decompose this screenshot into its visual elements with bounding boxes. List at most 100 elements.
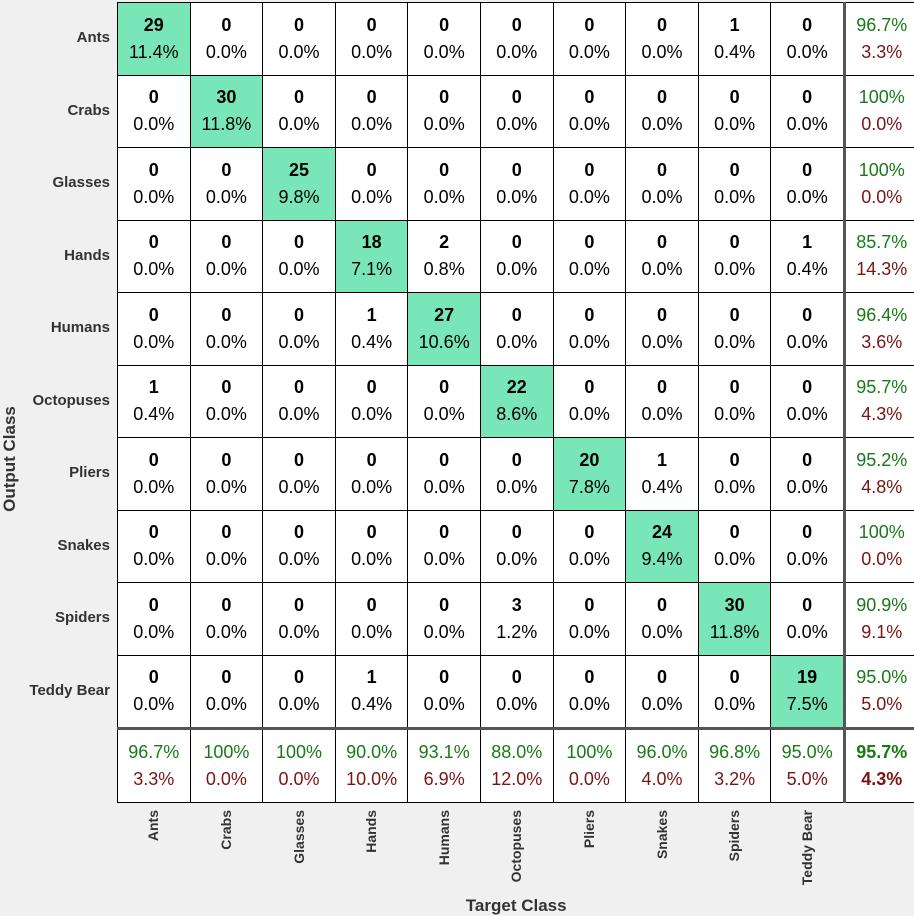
matrix-cell: 0 0.0% [552,147,627,221]
matrix-cell: 0 0.0% [552,509,627,583]
summary-separator-horizontal [117,727,914,730]
cell-percent: 9.4% [641,549,683,570]
matrix-cell: 0 0.0% [117,74,191,148]
cell-count: 0 [148,522,159,543]
cell-percent: 0.0% [278,549,320,570]
cell-percent: 0.0% [133,114,175,135]
cell-count: 0 [656,667,667,688]
matrix-cell: 0 0.0% [770,74,844,148]
cell-count: 0 [439,449,450,470]
cell-percent: 0.0% [133,476,175,497]
cell-percent: 0.0% [641,694,683,715]
cell-count: 0 [148,87,159,108]
cell-count: 0 [656,594,667,615]
matrix-cell: 0 0.0% [625,582,699,656]
col-summary-error: 0.0% [278,768,320,789]
col-summary-error: 3.2% [714,768,756,789]
column-label: Glasses [290,809,307,864]
cell-percent: 0.0% [278,41,320,62]
cell-percent: 0.0% [423,114,465,135]
row-summary-correct: 95.7% [856,377,908,398]
cell-count: 0 [729,159,740,180]
col-summary-error: 0.0% [205,768,247,789]
cell-percent: 10.6% [418,331,470,352]
cell-count: 0 [802,304,813,325]
row-summary-cell: 100% 0.0% [845,509,914,583]
overall-error: 4.3% [861,768,903,789]
column-label: Ants [145,809,162,841]
cell-count: 0 [366,594,377,615]
cell-count: 0 [584,232,595,253]
matrix-cell: 0 0.0% [407,147,481,221]
cell-percent: 0.0% [568,549,610,570]
column-label: Crabs [217,809,234,850]
cell-count: 0 [729,87,740,108]
matrix-cell: 0 0.0% [189,582,264,656]
matrix-cell: 25 9.8% [262,147,336,221]
row-summary-cell: 90.9% 9.1% [845,582,914,656]
cell-count: 0 [221,232,232,253]
cell-count: 0 [293,522,304,543]
matrix-cell: 0 0.0% [552,654,627,728]
cell-count: 3 [511,594,522,615]
cell-percent: 0.0% [496,186,538,207]
matrix-cell: 0 0.0% [189,147,264,221]
matrix-cell: 0 0.0% [625,2,699,76]
matrix-cell: 18 7.1% [334,219,409,293]
cell-count: 0 [293,594,304,615]
matrix-cell: 0 0.0% [407,437,481,511]
col-summary-correct: 93.1% [418,741,470,762]
matrix-cell: 0 0.0% [117,437,191,511]
cell-percent: 0.0% [714,259,756,280]
cell-percent: 0.0% [423,549,465,570]
cell-count: 0 [148,449,159,470]
matrix-cell: 0 0.0% [262,437,336,511]
matrix-cell: 0 0.0% [407,364,481,438]
cell-count: 0 [511,14,522,35]
cell-count: 0 [802,159,813,180]
matrix-cell: 0 0.0% [334,2,409,76]
cell-percent: 0.4% [714,41,756,62]
cell-count: 1 [729,14,740,35]
col-summary-correct: 88.0% [491,741,543,762]
matrix-cell: 0 0.0% [334,147,409,221]
overall-accuracy: 95.7% [856,741,908,762]
overall-accuracy-cell: 95.7% 4.3% [845,729,914,803]
row-label: Ants [76,29,110,47]
matrix-cell: 0 0.0% [262,509,336,583]
cell-percent: 0.0% [496,694,538,715]
cell-percent: 0.0% [714,476,756,497]
matrix-cell: 0 0.0% [480,654,554,728]
cell-percent: 0.0% [786,114,828,135]
cell-count: 0 [511,667,522,688]
cell-count: 0 [221,522,232,543]
matrix-cell: 1 0.4% [770,219,844,293]
col-summary-error: 6.9% [423,768,465,789]
cell-percent: 0.0% [278,476,320,497]
matrix-cell: 19 7.5% [770,654,844,728]
cell-count: 0 [584,304,595,325]
cell-count: 0 [366,159,377,180]
cell-count: 0 [656,87,667,108]
cell-percent: 0.0% [133,549,175,570]
cell-count: 0 [221,449,232,470]
matrix-cell: 0 0.0% [189,219,264,293]
matrix-cell: 0 0.0% [552,364,627,438]
cell-count: 0 [729,667,740,688]
cell-count: 0 [439,667,450,688]
cell-percent: 7.8% [568,476,610,497]
cell-count: 0 [366,522,377,543]
row-label: Crabs [67,101,110,119]
matrix-cell: 0 0.0% [552,582,627,656]
cell-count: 0 [293,304,304,325]
col-summary-cell: 95.0% 5.0% [770,729,844,803]
cell-percent: 0.0% [568,41,610,62]
row-label: Glasses [52,174,110,192]
cell-percent: 0.0% [351,186,393,207]
row-summary-error: 0.0% [861,186,903,207]
matrix-cell: 0 0.0% [407,654,481,728]
cell-count: 0 [293,232,304,253]
cell-count: 0 [729,304,740,325]
matrix-cell: 0 0.0% [697,292,772,366]
cell-percent: 0.0% [786,41,828,62]
